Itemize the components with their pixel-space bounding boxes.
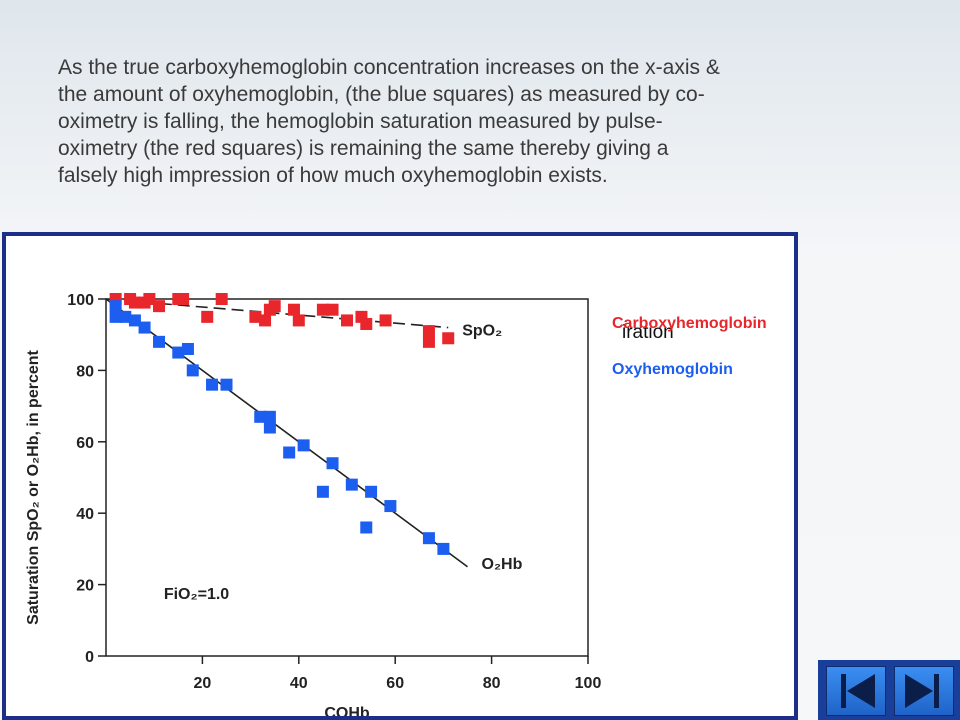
o2hb-point xyxy=(119,310,132,323)
o2hb-series-label: O₂Hb xyxy=(482,556,523,573)
y-tick-label: 40 xyxy=(76,506,94,523)
o2hb-point xyxy=(437,542,450,555)
spo2-point xyxy=(287,303,300,316)
legend-carboxyhemoglobin: Carboxyhemoglobin xyxy=(612,315,767,332)
spo2-point xyxy=(341,314,353,327)
o2hb-point xyxy=(109,310,122,323)
x-tick-label: 60 xyxy=(386,675,404,692)
y-tick-label: 60 xyxy=(76,435,94,452)
o2hb-point xyxy=(345,478,358,491)
x-tick-label: 20 xyxy=(194,675,212,692)
next-slide-button[interactable] xyxy=(894,666,954,716)
o2hb-trend-line xyxy=(105,298,468,568)
spo2-point xyxy=(128,296,141,309)
x-tick-label: 40 xyxy=(290,675,308,692)
o2hb-point xyxy=(297,439,310,452)
caption-line: the amount of oxyhemoglobin, (the blue s… xyxy=(58,83,705,106)
slide-navigation xyxy=(818,660,960,720)
spo2-point xyxy=(422,335,435,348)
spo2-point xyxy=(379,314,392,327)
o2hb-point xyxy=(181,342,194,355)
caption-line: oximetry (the red squares) is remaining … xyxy=(58,137,669,160)
saturation-chart: 0 20 40 60 80 100 20 40 60 80 100 COHb Saturation S… xyxy=(25,292,767,716)
x-tick-label: 100 xyxy=(575,675,602,692)
o2hb-point xyxy=(254,410,267,423)
y-axis-title: Saturation SpO₂ or O₂Hb, in percent xyxy=(25,349,42,624)
spo2-point xyxy=(268,300,281,313)
spo2-point xyxy=(292,314,305,327)
y-tick-label: 20 xyxy=(76,578,94,595)
o2hb-point xyxy=(316,485,329,498)
caption-line: oximetry is falling, the hemoglobin satu… xyxy=(58,110,663,133)
legend-oxyhemoglobin: Oxyhemoglobin xyxy=(612,361,733,378)
triangle-left-icon xyxy=(841,674,875,708)
x-tick-label: 80 xyxy=(483,675,501,692)
spo2-point xyxy=(360,317,373,330)
chart-frame: 0 20 40 60 80 100 20 40 60 80 100 COHb Saturation S… xyxy=(2,232,798,720)
caption-line: falsely high impression of how much oxyh… xyxy=(58,164,608,187)
o2hb-point xyxy=(283,446,296,459)
spo2-point xyxy=(215,293,228,305)
caption-line: As the true carboxyhemoglobin concentrat… xyxy=(58,56,720,79)
y-tick-label: 100 xyxy=(67,292,94,309)
spo2-series-label: SpO₂ xyxy=(462,323,502,340)
x-axis-title: COHb xyxy=(324,705,370,716)
spo2-point xyxy=(316,303,329,316)
spo2-point xyxy=(249,310,262,323)
o2hb-point xyxy=(153,335,166,348)
chart-labels: COHb Saturation SpO₂ or O₂Hb, in percent S… xyxy=(25,315,767,716)
o2hb-point xyxy=(109,300,122,313)
y-tick-label: 80 xyxy=(76,363,94,380)
o2hb-point xyxy=(138,321,151,334)
o2hb-point xyxy=(360,521,373,534)
o2hb-point xyxy=(263,421,276,434)
o2hb-point xyxy=(172,346,185,359)
fio2-annotation: FiO₂=1.0 xyxy=(164,586,229,603)
o2hb-point xyxy=(220,378,233,391)
spo2-point xyxy=(143,293,156,305)
spo2-point xyxy=(259,314,272,327)
spo2-point xyxy=(153,300,166,313)
spo2-point xyxy=(442,332,455,345)
data-points xyxy=(109,293,455,555)
o2hb-point xyxy=(326,457,339,470)
o2hb-point xyxy=(384,500,397,513)
triangle-right-icon xyxy=(905,674,939,708)
o2hb-point xyxy=(206,378,219,391)
spo2-point xyxy=(177,293,190,305)
caption-text: As the true carboxyhemoglobin concentrat… xyxy=(58,54,918,189)
spo2-point xyxy=(422,325,435,338)
o2hb-point xyxy=(263,410,276,423)
legend-overlap-text: iration xyxy=(622,322,674,343)
o2hb-point xyxy=(422,532,435,545)
spo2-point xyxy=(326,303,339,316)
o2hb-point xyxy=(365,485,378,498)
o2hb-point xyxy=(128,314,141,327)
o2hb-point xyxy=(186,364,199,377)
plot-border xyxy=(105,298,589,657)
previous-slide-button[interactable] xyxy=(826,666,886,716)
plot-axes: 0 20 40 60 80 100 20 40 60 80 100 xyxy=(67,292,601,692)
y-tick-label: 0 xyxy=(85,649,94,666)
spo2-point xyxy=(201,310,214,323)
